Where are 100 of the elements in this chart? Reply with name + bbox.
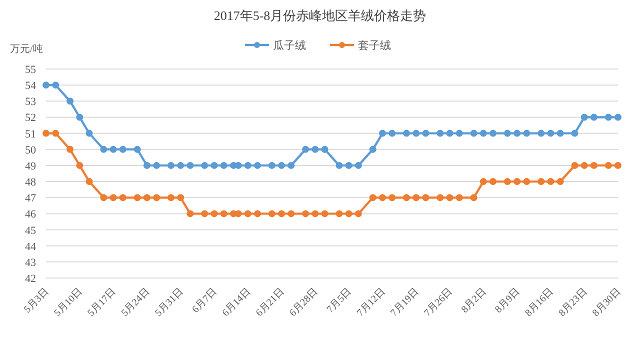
point — [312, 146, 319, 153]
point — [143, 162, 150, 169]
point — [422, 130, 430, 137]
point — [234, 162, 242, 169]
point — [436, 194, 444, 202]
point — [244, 210, 252, 218]
point — [119, 146, 126, 153]
point — [547, 130, 554, 137]
point — [210, 210, 218, 218]
x-tick-label: 7月5日 — [324, 286, 354, 316]
point — [388, 130, 396, 137]
x-tick-label: 8月9日 — [493, 286, 522, 316]
point — [580, 114, 588, 121]
point — [571, 162, 578, 169]
point — [321, 210, 328, 218]
y-tick-label: 53 — [25, 96, 36, 108]
point — [76, 114, 84, 121]
x-tick-label: 7月12日 — [355, 286, 388, 319]
y-tick-label: 50 — [25, 144, 36, 156]
point — [100, 194, 108, 202]
x-tick-label: 6月14日 — [220, 286, 254, 319]
point — [336, 162, 343, 169]
point — [456, 130, 463, 137]
point — [177, 194, 184, 202]
point — [538, 130, 545, 137]
point — [153, 162, 160, 169]
point — [504, 178, 511, 186]
point — [354, 162, 362, 169]
point — [480, 178, 487, 186]
y-tick-label: 52 — [25, 112, 36, 124]
y-tick-label: 51 — [25, 128, 36, 140]
point — [490, 178, 497, 186]
point — [590, 162, 598, 169]
point — [268, 162, 276, 169]
y-tick-label: 55 — [25, 64, 36, 76]
point — [134, 146, 141, 153]
point — [614, 162, 622, 169]
x-tick-label: 8月2日 — [460, 286, 489, 316]
point — [378, 194, 386, 202]
point — [556, 130, 564, 137]
point — [580, 162, 588, 169]
point — [436, 130, 444, 137]
point — [403, 130, 410, 137]
point — [470, 130, 478, 137]
y-tick-label: 47 — [25, 192, 36, 205]
point — [403, 194, 410, 202]
point — [369, 194, 376, 202]
point — [220, 162, 228, 169]
point — [110, 194, 117, 202]
legend-label: 套子绒 — [358, 39, 391, 52]
point — [302, 210, 310, 218]
point — [547, 178, 554, 186]
point — [268, 210, 276, 218]
point — [86, 130, 93, 137]
point — [556, 178, 564, 186]
point — [590, 114, 598, 121]
point — [110, 146, 117, 153]
y-tick-label: 45 — [25, 224, 36, 237]
point — [42, 82, 50, 89]
point — [604, 114, 612, 121]
point — [312, 210, 319, 218]
point — [369, 146, 376, 153]
y-tick-label: 49 — [25, 160, 36, 172]
point — [446, 194, 454, 202]
point — [321, 146, 328, 153]
point — [167, 162, 174, 169]
x-tick-label: 5月17日 — [86, 286, 118, 319]
point — [234, 210, 242, 218]
point — [412, 130, 420, 137]
y-tick-label: 43 — [25, 256, 36, 269]
point — [278, 162, 286, 169]
point — [143, 194, 150, 202]
x-tick-label: 8月16日 — [523, 286, 556, 319]
point — [186, 162, 194, 169]
x-tick-label: 5月10日 — [52, 286, 85, 319]
point — [514, 130, 521, 137]
point — [66, 146, 74, 153]
legend-label: 瓜子绒 — [273, 39, 306, 52]
point — [490, 130, 497, 137]
point — [278, 210, 286, 218]
point — [336, 210, 343, 218]
point — [422, 194, 430, 202]
point — [254, 210, 261, 218]
point — [201, 162, 208, 169]
x-tick-label: 6月7日 — [190, 286, 220, 316]
point — [504, 130, 511, 137]
y-tick-label: 48 — [25, 176, 36, 189]
point — [514, 178, 521, 186]
point — [288, 210, 295, 218]
point — [378, 130, 386, 137]
chart-title: 2017年5-8月份赤峰地区羊绒价格走势 — [214, 8, 426, 23]
point — [614, 114, 622, 121]
point — [220, 210, 228, 218]
point — [470, 194, 478, 202]
point — [42, 130, 50, 137]
point — [388, 194, 396, 202]
point — [345, 210, 352, 218]
x-tick-label: 6月21日 — [254, 286, 287, 319]
point — [538, 178, 545, 186]
point — [244, 162, 252, 169]
